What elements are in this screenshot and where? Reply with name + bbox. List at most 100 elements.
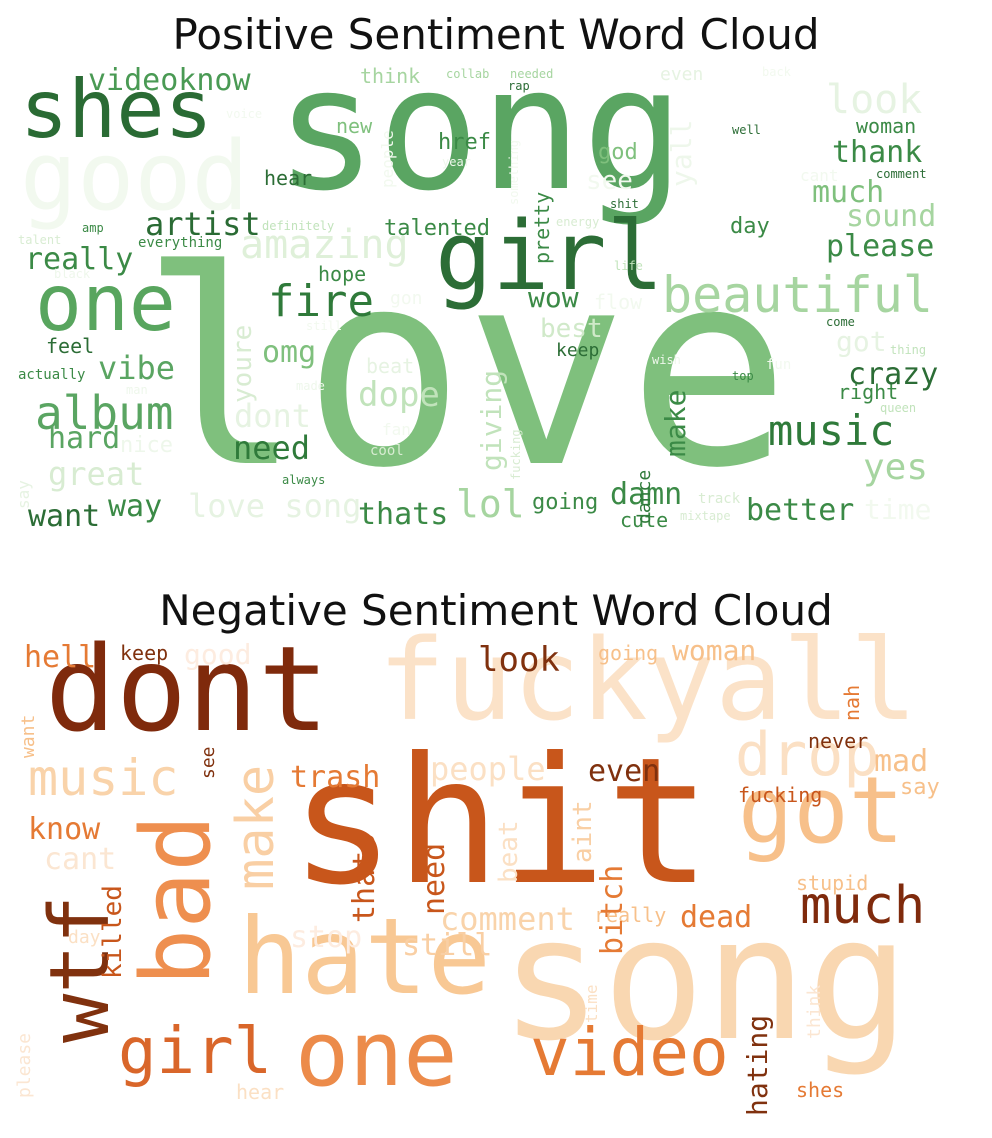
pos-word-giving: giving: [475, 369, 508, 471]
negative-word-cloud: shit song dont fuckyall hate one bad wtf got vide…: [0, 625, 992, 1135]
pos-word-year: year: [442, 155, 471, 169]
neg-word-hate: hate: [238, 896, 491, 1018]
pos-word-top: top: [732, 369, 754, 383]
neg-word-killed: killed: [98, 884, 128, 979]
neg-word-hating: hating: [741, 1014, 774, 1116]
neg-word-video: video: [530, 1014, 729, 1091]
neg-word-think: think: [804, 984, 825, 1039]
neg-word-keep: keep: [120, 641, 169, 665]
pos-word-amazing: amazing: [240, 222, 409, 268]
neg-word-woman: woman: [672, 634, 757, 667]
pos-word-better: better: [746, 493, 855, 528]
neg-word-aint: aint: [568, 800, 598, 864]
pos-word-nice: nice: [120, 433, 173, 458]
neg-word-stop: stop: [290, 920, 363, 955]
pos-word-still: still: [306, 319, 343, 333]
pos-word-fire: fire: [268, 276, 374, 327]
pos-word-woman: woman: [856, 114, 917, 138]
pos-word-definitely: definitely: [262, 219, 335, 233]
pos-word-feel: feel: [46, 334, 95, 358]
pos-word-best: best: [540, 314, 603, 344]
pos-word-time: time: [864, 493, 932, 526]
pos-word-sound: sound: [846, 199, 937, 234]
neg-word-good: good: [184, 638, 252, 671]
neg-word-day: day: [68, 927, 101, 948]
pos-word-dope: dope: [358, 375, 440, 415]
neg-word-please: please: [14, 1032, 35, 1098]
pos-word-good: good: [20, 122, 249, 232]
pos-word-need: need: [233, 429, 311, 467]
pos-word-really: really: [25, 242, 134, 277]
pos-word-always: always: [282, 473, 326, 487]
pos-word-wish: wish: [652, 353, 681, 367]
pos-word-going: going: [532, 490, 599, 515]
neg-word-shes: shes: [796, 1078, 845, 1102]
pos-word-cute: cute: [620, 508, 669, 532]
pos-word-shit: shit: [610, 197, 639, 211]
pos-word-artist: artist: [145, 205, 261, 243]
pos-word-yall: yall: [665, 119, 698, 188]
pos-word-amp: amp: [82, 221, 104, 235]
pos-word-well: well: [732, 123, 761, 137]
pos-word-damn: damn: [610, 477, 683, 512]
neg-word-comment: comment: [440, 900, 575, 938]
pos-word-people: people: [378, 129, 397, 188]
neg-word-time: time: [582, 984, 601, 1024]
pos-word-love-song: love song: [188, 487, 362, 525]
pos-word-dont: dont: [234, 397, 312, 435]
neg-word-girl: girl: [118, 1015, 273, 1089]
pos-word-beat: beat: [366, 354, 415, 378]
pos-word-mixtape: mixtape: [680, 509, 731, 523]
pos-word-man: man: [126, 383, 148, 397]
pos-word-vibe: vibe: [98, 349, 176, 387]
neg-word-never: never: [808, 729, 869, 753]
pos-word-wow: wow: [528, 281, 579, 314]
pos-word-comment: comment: [876, 167, 927, 181]
pos-word-videoknow: videoknow: [88, 63, 251, 98]
pos-word-made: made: [296, 379, 325, 393]
pos-word-want: want: [28, 499, 101, 534]
pos-word-thing: thing: [890, 343, 927, 357]
pos-word-hope: hope: [318, 262, 367, 286]
neg-word-need: need: [417, 842, 452, 915]
neg-word-bad: bad: [122, 814, 232, 986]
neg-word-really: really: [594, 903, 667, 927]
positive-word-cloud-panel: Positive Sentiment Word Cloud song love gi…: [0, 0, 992, 560]
pos-word-life: life: [614, 259, 643, 273]
neg-word-people: people: [430, 750, 546, 788]
pos-word-dance: dance: [634, 469, 655, 524]
neg-word-look: look: [478, 640, 560, 680]
neg-word-hear: hear: [236, 1080, 285, 1104]
pos-word-please: please: [826, 229, 935, 264]
neg-word-make: make: [226, 764, 286, 890]
neg-word-going: going: [598, 641, 659, 665]
neg-word-know: know: [28, 812, 101, 847]
neg-word-bitch: bitch: [595, 864, 630, 955]
pos-word-fun: fun: [766, 357, 792, 373]
pos-word-got: got: [836, 325, 887, 358]
neg-word-much: much: [800, 876, 926, 936]
pos-word-crazy: crazy: [848, 357, 939, 392]
pos-word-thats: thats: [358, 497, 449, 532]
pos-word-shes: shes: [20, 63, 213, 156]
negative-word-cloud-panel: Negative Sentiment Word Cloud shit song do…: [0, 580, 992, 1138]
pos-word-way: way: [108, 489, 163, 524]
neg-word-one: one: [295, 1002, 458, 1107]
pos-word-everything: everything: [138, 235, 223, 251]
pos-word-album: album: [35, 386, 174, 440]
pos-word-love: love: [140, 212, 791, 527]
pos-word-href: href: [438, 130, 491, 155]
pos-word-great: great: [48, 455, 145, 493]
neg-word-fucking: fucking: [738, 783, 823, 807]
pos-word-one: one: [35, 259, 176, 349]
pos-word-hard: hard: [48, 421, 121, 456]
pos-word-see: see: [586, 166, 633, 196]
pos-word-day: day: [730, 214, 770, 239]
pos-word-talent: talent: [18, 233, 62, 247]
pos-word-back: back: [762, 65, 791, 79]
pos-word-needed: needed: [510, 67, 554, 81]
pos-word-much: much: [812, 175, 885, 210]
neg-word-hell: hell: [24, 640, 97, 675]
pos-word-pretty: pretty: [530, 191, 554, 264]
pos-word-music: music: [768, 406, 895, 455]
